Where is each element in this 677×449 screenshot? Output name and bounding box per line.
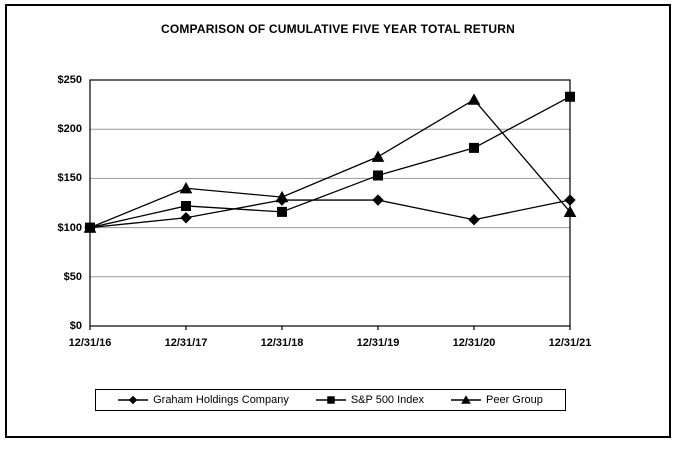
triangle-marker-icon [461, 395, 471, 404]
x-axis-label: 12/31/19 [356, 337, 400, 349]
plot-border [89, 79, 571, 327]
y-axis-label: $100 [57, 221, 82, 234]
y-axis-label: $150 [57, 172, 82, 185]
series-line-graham-holdings-company [89, 199, 571, 229]
legend: Graham Holdings Company S&P 500 Index Peer… [95, 389, 566, 411]
legend-item-graham-holdings-company: Graham Holdings Company [118, 394, 289, 406]
legend-label: S&P 500 Index [350, 394, 425, 406]
square-marker-icon [181, 200, 191, 211]
y-axis-label: $0 [69, 320, 82, 332]
series-line-s-p-500-index [89, 96, 571, 229]
legend-item-s-p-500-index: S&P 500 Index [315, 394, 425, 406]
legend-item-peer-group: Peer Group [451, 394, 543, 406]
square-marker-icon [277, 206, 287, 217]
legend-swatch [118, 395, 149, 405]
square-marker-icon [469, 142, 479, 153]
y-axis-label: $200 [57, 123, 82, 136]
diamond-marker-icon [564, 194, 576, 206]
triangle-marker-icon [83, 221, 97, 233]
triangle-marker-icon [179, 182, 193, 194]
square-marker-icon [565, 91, 575, 102]
legend-swatch [451, 395, 482, 404]
x-axis-label: 12/31/17 [164, 337, 208, 349]
triangle-marker-icon [371, 150, 385, 162]
triangle-marker-icon [563, 205, 577, 217]
x-axis-label: 12/31/16 [68, 337, 112, 349]
y-axis-label: $250 [57, 74, 82, 86]
series-line-peer-group [89, 98, 571, 229]
legend-label: Peer Group [486, 394, 543, 406]
square-marker-icon [373, 170, 383, 181]
legend-label: Graham Holdings Company [153, 394, 289, 406]
triangle-marker-icon [467, 93, 481, 105]
x-axis-label: 12/31/20 [452, 337, 496, 349]
chart-title: COMPARISON OF CUMULATIVE FIVE YEAR TOTAL… [160, 22, 516, 36]
y-axis-label: $50 [63, 270, 82, 283]
square-marker-icon [327, 396, 335, 404]
chart-frame [5, 4, 671, 438]
x-axis-label: 12/31/18 [260, 337, 304, 349]
triangle-marker-icon [275, 190, 289, 203]
diamond-marker-icon [372, 194, 384, 206]
legend-swatch [315, 396, 346, 404]
diamond-marker-icon [468, 214, 480, 226]
diamond-marker-icon [180, 212, 192, 224]
diamond-marker-icon [128, 395, 138, 405]
x-axis-label: 12/31/21 [548, 337, 592, 349]
